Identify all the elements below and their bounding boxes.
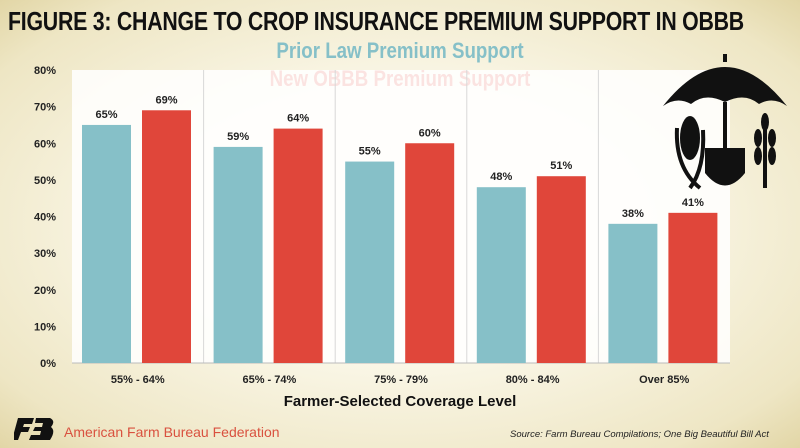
afbf-logo-icon (14, 418, 54, 440)
x-tick-label: 55% - 64% (111, 374, 165, 386)
org-name: American Farm Bureau Federation (64, 424, 280, 440)
bar (476, 187, 526, 363)
x-tick-label: Over 85% (639, 374, 689, 386)
data-label: 55% (359, 146, 381, 158)
data-label: 51% (550, 160, 572, 172)
y-tick-label: 50% (34, 175, 56, 187)
umbrella-crops-icon (663, 54, 787, 190)
bar (273, 128, 323, 363)
bar (608, 223, 658, 363)
bar (213, 146, 263, 363)
source-note: Source: Farm Bureau Compilations; One Bi… (510, 429, 769, 440)
x-axis-label: Farmer-Selected Coverage Level (283, 393, 517, 410)
data-label: 64% (287, 113, 309, 125)
chart-title: FIGURE 3: CHANGE TO CROP INSURANCE PREMI… (8, 6, 744, 36)
y-tick-label: 0% (40, 358, 56, 370)
y-tick-label: 60% (34, 138, 56, 150)
bar (142, 110, 191, 363)
data-label: 38% (622, 208, 644, 220)
y-tick-label: 20% (34, 285, 56, 297)
legend-prior-law: Prior Law Premium Support (276, 38, 524, 63)
x-tick-label: 80% - 84% (506, 374, 560, 386)
bar (82, 124, 131, 363)
bar (668, 212, 718, 363)
y-tick-label: 40% (34, 212, 56, 224)
data-label: 69% (155, 94, 177, 106)
y-tick-label: 70% (34, 102, 56, 114)
data-label: 59% (227, 131, 249, 143)
data-label: 60% (419, 127, 441, 139)
bar (536, 176, 586, 363)
y-tick-label: 30% (34, 248, 56, 260)
y-tick-label: 80% (34, 65, 56, 77)
data-label: 65% (95, 109, 117, 121)
x-tick-label: 65% - 74% (242, 374, 296, 386)
y-tick-label: 10% (34, 321, 56, 333)
data-label: 41% (682, 197, 704, 209)
x-tick-label: 75% - 79% (374, 374, 428, 386)
bar (345, 161, 395, 363)
data-label: 48% (490, 171, 512, 183)
bar (405, 143, 455, 363)
